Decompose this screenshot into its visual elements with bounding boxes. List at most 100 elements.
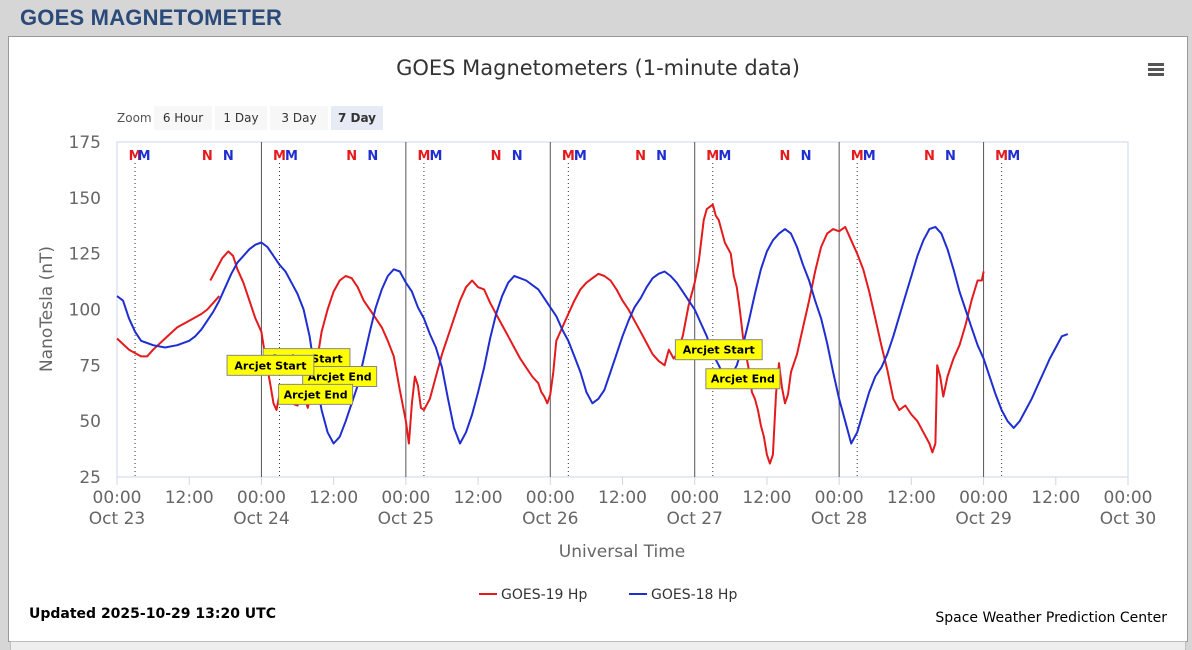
arcjet-label: Arcjet End xyxy=(302,366,378,387)
x-tick-date: Oct 30 xyxy=(1100,509,1156,529)
legend-item-goes-18[interactable]: GOES-18 Hp xyxy=(629,587,737,603)
y-tick-label: 150 xyxy=(69,189,101,209)
zoom-button-6-hour[interactable]: 6 Hour xyxy=(154,106,212,130)
marker-m-red: M xyxy=(851,149,864,164)
zoom-button-label: 3 Day xyxy=(281,111,316,125)
x-tick-time: 00:00 xyxy=(815,488,864,508)
page-header: GOES MAGNETOMETER xyxy=(0,0,1192,36)
plot-area xyxy=(116,141,1129,478)
marker-m-red: M xyxy=(273,149,286,164)
zoom-button-bg xyxy=(270,106,328,130)
marker-n-blue: N xyxy=(945,149,956,164)
x-tick-date: Oct 29 xyxy=(955,509,1011,529)
x-tick-date: Oct 27 xyxy=(666,509,722,529)
arcjet-label-text: Arcjet Start xyxy=(683,344,755,357)
y-axis-label: NanoTesla (nT) xyxy=(37,246,57,372)
x-tick-date: Oct 23 xyxy=(89,509,145,529)
marker-n-blue: N xyxy=(656,149,667,164)
x-tick-time: 12:00 xyxy=(309,488,358,508)
zoom-button-label: 6 Hour xyxy=(163,111,203,125)
x-tick-time: 12:00 xyxy=(598,488,647,508)
x-tick-time: 12:00 xyxy=(454,488,503,508)
x-tick-time: 12:00 xyxy=(887,488,936,508)
marker-m-red: M xyxy=(129,149,142,164)
hamburger-menu-icon[interactable] xyxy=(1141,57,1171,81)
x-tick-time: 00:00 xyxy=(93,488,142,508)
x-tick-date: Oct 25 xyxy=(378,509,434,529)
x-tick-time: 00:00 xyxy=(526,488,575,508)
x-tick-time: 00:00 xyxy=(381,488,430,508)
series-line-goes-18 xyxy=(116,225,1069,445)
arcjet-label-text: Arcjet End xyxy=(711,373,775,386)
zoom-buttons: 6 Hour 1 Day 3 Day 7 Day xyxy=(154,106,383,130)
marker-m-blue: M xyxy=(1007,149,1020,164)
zoom-label: Zoom xyxy=(117,111,152,125)
arcjet-label: Arcjet Start xyxy=(226,354,315,376)
zoom-button-label: 7 Day xyxy=(338,111,376,125)
x-tick-time: 00:00 xyxy=(959,488,1008,508)
x-tick-time: 12:00 xyxy=(742,488,791,508)
credit-text: Space Weather Prediction Center xyxy=(935,610,1167,626)
marker-n-blue: N xyxy=(367,149,378,164)
arcjet-label: Arcjet End xyxy=(705,368,781,390)
x-tick-time: 00:00 xyxy=(237,488,286,508)
arcjet-label-box xyxy=(674,339,763,361)
marker-m-blue: M xyxy=(718,149,731,164)
marker-m-blue: M xyxy=(285,149,298,164)
y-tick-label: 75 xyxy=(79,356,101,376)
marker-n-blue: N xyxy=(801,149,812,164)
arcjet-label: Arcjet End xyxy=(278,383,354,405)
legend-item-goes-19[interactable]: GOES-19 Hp xyxy=(479,587,587,603)
y-tick-label: 25 xyxy=(79,468,101,488)
arcjet-label-text: Arcjet End xyxy=(284,388,348,401)
x-tick-time: 00:00 xyxy=(1104,488,1153,508)
marker-m-red: M xyxy=(562,149,575,164)
marker-n-red: N xyxy=(780,149,791,164)
marker-m-red: M xyxy=(995,149,1008,164)
x-tick-time: 12:00 xyxy=(1031,488,1080,508)
marker-m-red: M xyxy=(706,149,719,164)
marker-m-blue: M xyxy=(429,149,442,164)
zoom-button-3-day[interactable]: 3 Day xyxy=(270,106,328,130)
zoom-button-1-day[interactable]: 1 Day xyxy=(215,106,267,130)
updated-text: Updated 2025-10-29 13:20 UTC xyxy=(29,606,276,622)
x-tick-time: 00:00 xyxy=(670,488,719,508)
marker-n-red: N xyxy=(635,149,646,164)
series-line-goes-19 xyxy=(116,203,985,465)
arcjet-label-text: Arcjet Start xyxy=(234,359,306,372)
bottom-panel-edge xyxy=(10,641,1186,650)
arcjet-label-text: Arcjet End xyxy=(308,371,372,384)
marker-n-blue: N xyxy=(512,149,523,164)
zoom-button-7-day[interactable]: 7 Day xyxy=(331,106,383,130)
zoom-button-label: 1 Day xyxy=(223,111,258,125)
marker-m-blue: M xyxy=(574,149,587,164)
x-tick-date: Oct 28 xyxy=(811,509,867,529)
zoom-button-bg xyxy=(215,106,267,130)
marker-n-blue: N xyxy=(223,149,234,164)
series-lines xyxy=(116,203,1069,465)
x-axis-label: Universal Time xyxy=(559,542,685,562)
arcjet-label: Arcjet Start xyxy=(674,339,763,361)
y-tick-label: 125 xyxy=(69,245,101,265)
marker-n-red: N xyxy=(491,149,502,164)
y-tick-label: 50 xyxy=(79,412,101,432)
legend: GOES-19 Hp GOES-18 Hp xyxy=(479,587,737,603)
page-title: GOES MAGNETOMETER xyxy=(20,5,283,30)
mn-markers: MM N N M M N N M M N N M M N N M M N N M M N N M M xyxy=(129,149,1020,477)
legend-label: GOES-18 Hp xyxy=(651,587,737,603)
marker-m-blue: M xyxy=(138,149,151,164)
marker-m-blue: M xyxy=(863,149,876,164)
y-tick-label: 175 xyxy=(69,133,101,153)
arcjet-label-box xyxy=(278,383,354,405)
magnetometer-chart: GOES Magnetometers (1-minute data) Zoom … xyxy=(29,56,1171,626)
x-tick-date: Oct 26 xyxy=(522,509,578,529)
legend-label: GOES-19 Hp xyxy=(501,587,587,603)
arcjet-label-box xyxy=(705,368,781,390)
marker-n-red: N xyxy=(202,149,213,164)
zoom-button-bg xyxy=(154,106,212,130)
marker-n-red: N xyxy=(346,149,357,164)
marker-m-red: M xyxy=(417,149,430,164)
y-tick-label: 100 xyxy=(69,301,101,321)
